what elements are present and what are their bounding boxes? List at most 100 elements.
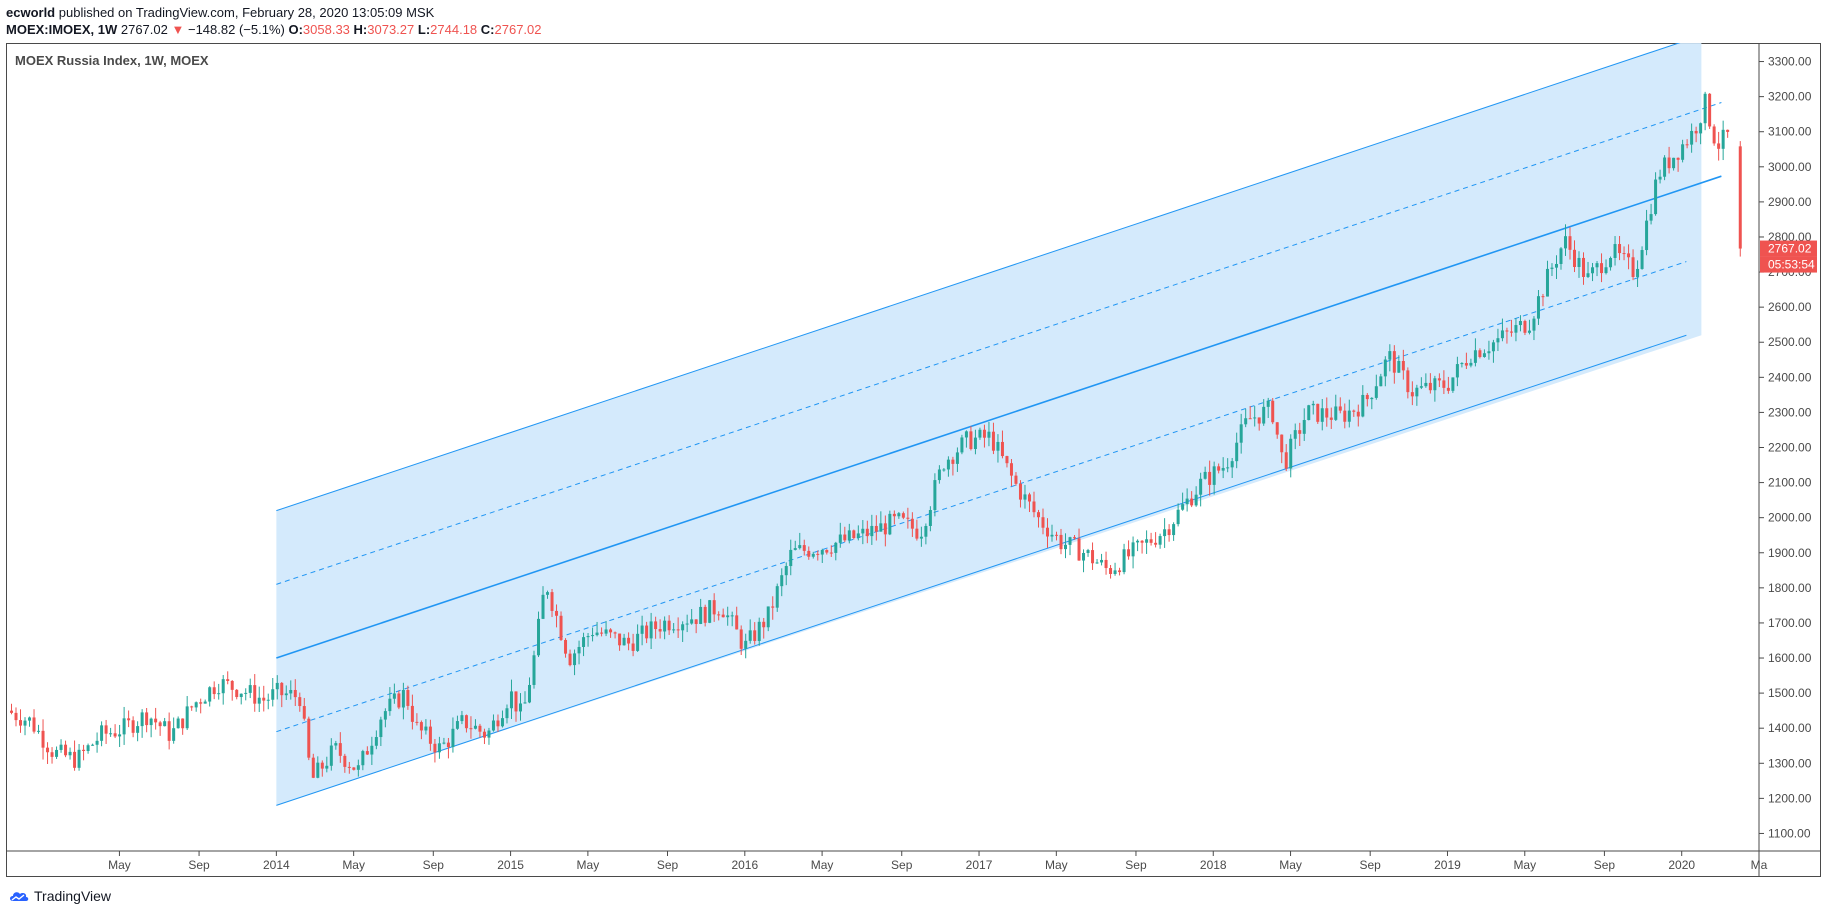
candle-body	[1275, 422, 1279, 435]
candle	[1041, 508, 1045, 535]
candle	[870, 514, 874, 545]
candle	[122, 706, 126, 745]
y-tick-label: 2300.00	[1768, 405, 1812, 419]
candle	[1266, 397, 1270, 419]
candle	[865, 520, 869, 544]
candle-body	[1289, 438, 1293, 469]
candle-body	[699, 606, 703, 624]
candle-body	[609, 629, 613, 633]
candle	[172, 717, 176, 744]
candle-body	[1334, 406, 1338, 420]
candle-body	[1266, 400, 1270, 407]
candle	[1181, 492, 1185, 511]
candle	[82, 744, 86, 761]
candle-body	[541, 594, 545, 619]
candle-body	[528, 684, 532, 703]
candle-body	[424, 726, 428, 731]
candle-body	[712, 600, 716, 615]
candle-body	[23, 720, 27, 726]
candle-body	[1631, 257, 1635, 277]
candle	[1208, 460, 1212, 496]
footer-brand[interactable]: TradingView	[8, 888, 111, 904]
publish-line: ecworld published on TradingView.com, Fe…	[6, 4, 542, 21]
price-chart[interactable]: MOEX Russia Index, 1W, MOEX 3300.00 3200.0…	[0, 0, 1828, 880]
y-tick-label: 3000.00	[1768, 160, 1812, 174]
candle	[316, 756, 320, 779]
candle-body	[1514, 325, 1518, 333]
author-name[interactable]: ecworld	[6, 5, 56, 20]
candle-body	[73, 751, 77, 768]
candle-body	[352, 767, 356, 770]
channel-lower-line	[276, 334, 1687, 806]
candle-body	[104, 725, 108, 734]
candle	[991, 422, 995, 455]
candle-body	[1262, 406, 1266, 424]
candle-body	[356, 765, 360, 770]
candle	[383, 708, 387, 728]
candle	[1627, 244, 1631, 270]
candle-body	[1609, 257, 1613, 268]
candle	[951, 456, 955, 476]
candle-body	[834, 542, 838, 553]
candle-body	[1460, 363, 1464, 365]
candle	[663, 616, 667, 640]
candle-body	[1370, 397, 1374, 400]
candle	[95, 732, 99, 753]
candle	[487, 727, 491, 745]
candle	[721, 608, 725, 618]
candle	[1600, 253, 1604, 283]
x-tick-label: Sep	[1125, 858, 1147, 872]
candle	[298, 692, 302, 712]
candle	[1658, 169, 1662, 184]
candle-body	[1676, 157, 1680, 160]
candle	[982, 424, 986, 448]
candle-body	[1518, 321, 1522, 326]
y-tick-label: 1100.00	[1768, 826, 1811, 840]
y-tick-label: 2800.00	[1768, 230, 1812, 244]
candle-body	[1253, 417, 1257, 419]
low-label: L:	[417, 22, 431, 37]
candle-body	[1654, 179, 1658, 215]
candle-body	[577, 646, 581, 654]
candle	[645, 621, 649, 644]
candle-body	[433, 743, 437, 753]
candle-body	[298, 697, 302, 707]
candle	[509, 679, 513, 719]
candle-body	[509, 691, 513, 709]
candle-body	[1586, 273, 1590, 277]
candle	[307, 716, 311, 761]
x-tick-label: 2015	[497, 858, 524, 872]
candle	[802, 539, 806, 556]
candle-current	[1738, 141, 1742, 257]
candle-body	[383, 711, 387, 720]
candle-body	[1410, 392, 1414, 397]
candle-body	[1523, 321, 1527, 333]
candle	[59, 739, 63, 753]
candle	[208, 686, 212, 707]
candle-body	[266, 699, 270, 701]
x-tick-label: 2019	[1434, 858, 1461, 872]
candle-body	[1104, 559, 1108, 569]
candle	[901, 511, 905, 520]
candle	[199, 698, 203, 714]
candle	[1145, 530, 1149, 554]
candle	[712, 593, 716, 622]
y-tick-label: 1800.00	[1768, 581, 1812, 595]
candle	[1036, 509, 1040, 528]
candle	[1284, 444, 1288, 472]
candle-body	[645, 625, 649, 639]
candle	[505, 704, 509, 724]
candle-body	[1356, 411, 1360, 417]
candle	[1325, 397, 1329, 427]
candle	[167, 712, 171, 750]
candle-body	[1082, 552, 1086, 561]
candle	[582, 632, 586, 657]
candle	[1726, 129, 1730, 138]
candle-body	[559, 615, 563, 640]
candle	[343, 753, 347, 773]
candle	[230, 680, 234, 701]
candle-body	[1023, 494, 1027, 500]
candle-body	[158, 722, 162, 727]
candle-body	[775, 586, 779, 608]
candle-body	[690, 619, 694, 624]
